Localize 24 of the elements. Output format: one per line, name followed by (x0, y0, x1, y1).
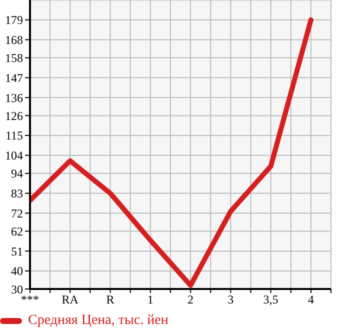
y-tick-label: 94 (11, 166, 23, 181)
x-tick-label: 2 (188, 292, 194, 307)
x-tick-label: 3,5 (263, 292, 278, 307)
y-tick-label: 62 (11, 224, 23, 238)
x-tick-label: 4 (308, 292, 314, 307)
y-tick-label: 136 (5, 90, 23, 105)
y-tick-label: 83 (11, 186, 23, 201)
y-tick-label: 168 (5, 32, 23, 47)
y-tick-label: 147 (5, 70, 23, 85)
x-tick-label: R (106, 292, 114, 307)
x-tick-label: *** (21, 292, 39, 307)
x-tick-label: 3 (228, 292, 234, 307)
y-tick-label: 104 (5, 148, 23, 163)
y-tick-label: 179 (5, 13, 23, 28)
legend-label: Средняя Цена, тыс. йен (28, 313, 168, 329)
y-tick-label: 40 (11, 264, 23, 278)
y-tick-label: 51 (11, 244, 23, 258)
x-tick-label: RA (62, 292, 79, 307)
y-tick-label: 115 (5, 128, 23, 143)
y-tick-label: 30 (11, 282, 23, 296)
y-tick-label: 72 (11, 206, 23, 220)
y-tick-label: 158 (5, 51, 23, 66)
x-tick-label: 1 (147, 292, 154, 307)
y-tick-label: 126 (5, 108, 23, 123)
